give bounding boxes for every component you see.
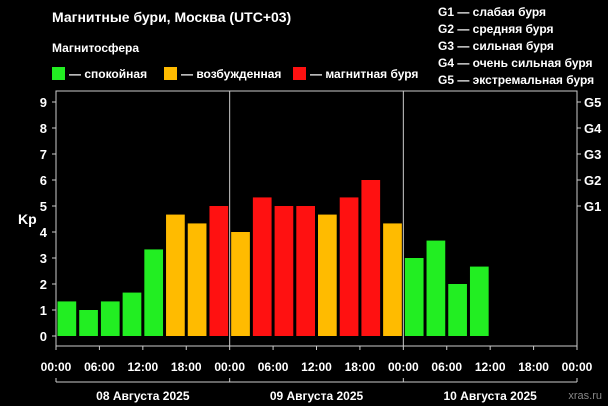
day-label: 08 Августа 2025	[96, 389, 190, 403]
y-tick-label: 2	[40, 277, 47, 292]
y-tick-label: 3	[40, 251, 47, 266]
kp-bar	[274, 206, 294, 336]
x-tick-label: 06:00	[84, 360, 115, 374]
x-tick-label: 00:00	[214, 360, 245, 374]
g-tick-label: G3	[584, 147, 601, 162]
kp-bar	[339, 197, 359, 336]
legend-swatch-quiet	[52, 67, 65, 80]
g-tick-label: G5	[584, 95, 601, 110]
kp-bar	[79, 310, 98, 336]
x-tick-label: 00:00	[41, 360, 72, 374]
legend-label-active: — возбужденная	[181, 67, 282, 81]
kp-bar	[144, 249, 164, 336]
kp-bar	[122, 292, 142, 336]
g-tick-label: G4	[584, 121, 602, 136]
kp-bar	[231, 232, 250, 336]
legend-heading: Магнитосфера	[52, 41, 140, 55]
storm-scale-g2: G2 — средняя буря	[438, 22, 554, 36]
g-tick-label: G1	[584, 199, 601, 214]
y-tick-label: 1	[40, 303, 47, 318]
kp-bar	[469, 266, 489, 336]
kp-bar	[209, 206, 229, 336]
storm-scale-key: G1 — слабая буря G2 — средняя буря G3 — …	[438, 4, 594, 89]
kp-bar	[100, 301, 120, 336]
kp-bar	[318, 214, 337, 336]
x-tick-label: 06:00	[258, 360, 289, 374]
x-tick-label: 12:00	[475, 360, 506, 374]
kp-bar	[57, 301, 77, 336]
storm-scale-g5: G5 — экстремальная буря	[438, 73, 595, 87]
x-tick-label: 18:00	[518, 360, 549, 374]
day-label: 10 Августа 2025	[443, 389, 537, 403]
y-tick-label: 7	[40, 147, 47, 162]
storm-scale-g3: G3 — сильная буря	[438, 39, 554, 53]
x-tick-label: 06:00	[431, 360, 462, 374]
y-tick-label: 8	[40, 121, 47, 136]
legend-item-active: — возбужденная	[164, 67, 281, 81]
legend-label-storm: — магнитная буря	[310, 67, 419, 81]
y-axis-label: Kp	[18, 211, 37, 227]
kp-bar	[383, 223, 402, 336]
kp-bar	[296, 206, 315, 336]
y-tick-label: 5	[40, 199, 47, 214]
day-label: 09 Августа 2025	[270, 389, 364, 403]
x-tick-label: 18:00	[171, 360, 202, 374]
y-tick-label: 9	[40, 95, 47, 110]
x-tick-label: 18:00	[345, 360, 376, 374]
y-tick-label: 4	[40, 225, 48, 240]
x-tick-label: 00:00	[562, 360, 593, 374]
legend-swatch-active	[164, 67, 177, 80]
kp-bar	[252, 197, 272, 336]
x-tick-label: 00:00	[388, 360, 419, 374]
legend-swatch-storm	[293, 67, 306, 80]
legend-item-storm: — магнитная буря	[293, 67, 418, 81]
kp-bar	[448, 284, 467, 336]
x-tick-label: 12:00	[127, 360, 158, 374]
legend-label-quiet: — спокойная	[69, 67, 148, 81]
kp-bar	[361, 180, 381, 336]
y-tick-label: 0	[40, 329, 47, 344]
kp-bar	[187, 223, 207, 336]
source-credit: xras.ru	[568, 390, 602, 402]
kp-bar	[166, 214, 185, 336]
g-tick-label: G2	[584, 173, 601, 188]
kp-bar	[404, 258, 424, 336]
legend-item-quiet: — спокойная	[52, 67, 147, 81]
x-tick-label: 12:00	[301, 360, 332, 374]
storm-scale-g4: G4 — очень сильная буря	[438, 56, 593, 70]
y-tick-label: 6	[40, 173, 47, 188]
storm-scale-g1: G1 — слабая буря	[438, 5, 547, 19]
kp-bar	[426, 240, 446, 336]
chart-title: Магнитные бури, Москва (UTC+03)	[52, 9, 292, 25]
